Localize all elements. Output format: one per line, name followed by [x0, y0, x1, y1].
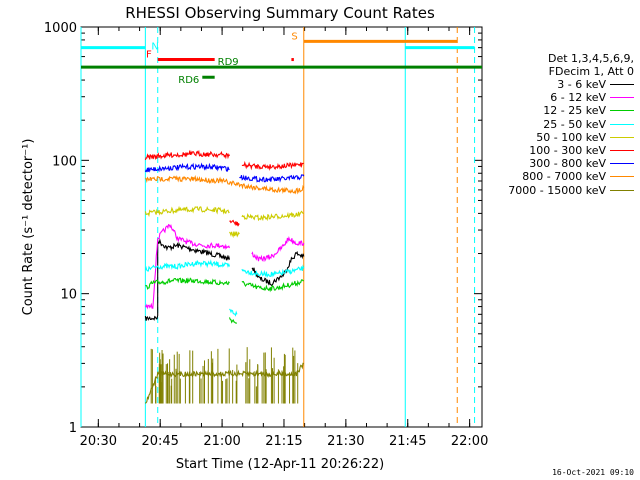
x-tick-label: 21:15	[265, 434, 302, 449]
legend-entry-label: 300 - 800 keV	[529, 157, 606, 171]
x-tick-label: 21:30	[327, 434, 364, 449]
legend-swatch	[610, 189, 634, 191]
plot-frame	[80, 26, 483, 428]
series-trace-12-25keV	[228, 317, 237, 324]
series-trace-300-800keV	[144, 162, 230, 173]
series-trace-100-300keV	[241, 160, 304, 171]
series-trace-100-300keV	[144, 149, 230, 161]
series-trace-100-300keV	[229, 219, 240, 227]
series-trace-7000-15000keV	[144, 362, 304, 404]
x-tick-label: 21:00	[203, 434, 240, 449]
flag-label-rd9: RD9	[218, 57, 239, 68]
legend-entry-label: 50 - 100 keV	[536, 130, 606, 144]
legend-entry-label: 12 - 25 keV	[543, 104, 606, 118]
flag-label-rd6: RD6	[178, 75, 199, 86]
legend-swatch	[610, 123, 634, 125]
legend-header-1: Det 1,3,4,5,6,9,	[547, 52, 634, 65]
series-trace-3-6keV	[251, 250, 305, 287]
legend-entry: 3 - 6 keV	[478, 78, 634, 91]
legend-entry: 7000 - 15000 keV	[478, 184, 634, 197]
legend-swatch	[610, 150, 634, 152]
legend-header-2: FDecim 1, Att 0	[548, 65, 634, 78]
series-trace-25-50keV	[229, 308, 238, 317]
legend-entry-label: 800 - 7000 keV	[522, 170, 606, 184]
series-trace-25-50keV	[144, 259, 231, 272]
series-trace-3-6keV	[144, 238, 231, 321]
legend-swatch	[610, 84, 634, 86]
legend-entry: 50 - 100 keV	[478, 131, 634, 144]
legend-entry-label: 100 - 300 keV	[529, 144, 606, 158]
legend-entry: 25 - 50 keV	[478, 118, 634, 131]
series-trace-800-7000keV	[144, 175, 305, 195]
x-tick-label: 22:00	[451, 434, 488, 449]
legend: Det 1,3,4,5,6,9, FDecim 1, Att 0 3 - 6 k…	[478, 52, 634, 197]
legend-swatch	[610, 136, 634, 138]
legend-entry: 12 - 25 keV	[478, 104, 634, 117]
legend-swatch	[610, 163, 634, 165]
series-trace-50-100keV	[229, 230, 240, 239]
plot-area: 1 10 100 1000 20:30 20:45 21:00 21:15 21:30 21:45…	[44, 21, 488, 449]
legend-entry-label: 25 - 50 keV	[543, 117, 606, 131]
legend-entry-label: 6 - 12 keV	[550, 91, 606, 105]
series-trace-6-12keV	[144, 223, 231, 310]
legend-entry: 300 - 800 keV	[478, 157, 634, 170]
series-trace-300-800keV	[239, 174, 305, 183]
series-trace-50-100keV	[144, 205, 230, 218]
y-axis-label: Count Rate (s⁻¹ detector⁻¹)	[21, 139, 36, 316]
legend-entry-label: 7000 - 15000 keV	[508, 183, 606, 197]
legend-swatch	[610, 97, 634, 99]
legend-swatch	[610, 110, 634, 112]
y-tick-label: 1000	[44, 21, 77, 36]
flag-label-s: S	[291, 31, 297, 42]
x-tick-label: 20:30	[80, 434, 117, 449]
y-tick-label: 100	[52, 154, 77, 169]
legend-swatch	[610, 176, 634, 178]
series-trace-50-100keV	[241, 210, 304, 222]
y-tick-label: 1	[69, 421, 77, 436]
x-axis-label: Start Time (12-Apr-11 20:26:22)	[176, 457, 384, 472]
legend-entry: 6 - 12 keV	[478, 91, 634, 104]
y-tick-label: 10	[60, 288, 77, 303]
chart-title: RHESSI Observing Summary Count Rates	[125, 4, 435, 22]
series-trace-25-50keV	[241, 264, 305, 279]
series-trace-12-25keV	[145, 277, 230, 290]
x-tick-label: 20:45	[141, 434, 178, 449]
series-trace-12-25keV	[241, 279, 304, 293]
flag-label-f: F	[146, 50, 152, 61]
x-tick-label: 21:45	[389, 434, 426, 449]
series-trace-6-12keV	[251, 236, 305, 262]
legend-entries: 3 - 6 keV 6 - 12 keV 12 - 25 keV 25 - 50 ke…	[478, 78, 634, 197]
legend-entry: 800 - 7000 keV	[478, 170, 634, 183]
timestamp: 16-Oct-2021 09:10	[552, 468, 634, 477]
legend-entry-label: 3 - 6 keV	[557, 78, 606, 92]
legend-entry: 100 - 300 keV	[478, 144, 634, 157]
flag-label-n: N	[151, 42, 158, 53]
